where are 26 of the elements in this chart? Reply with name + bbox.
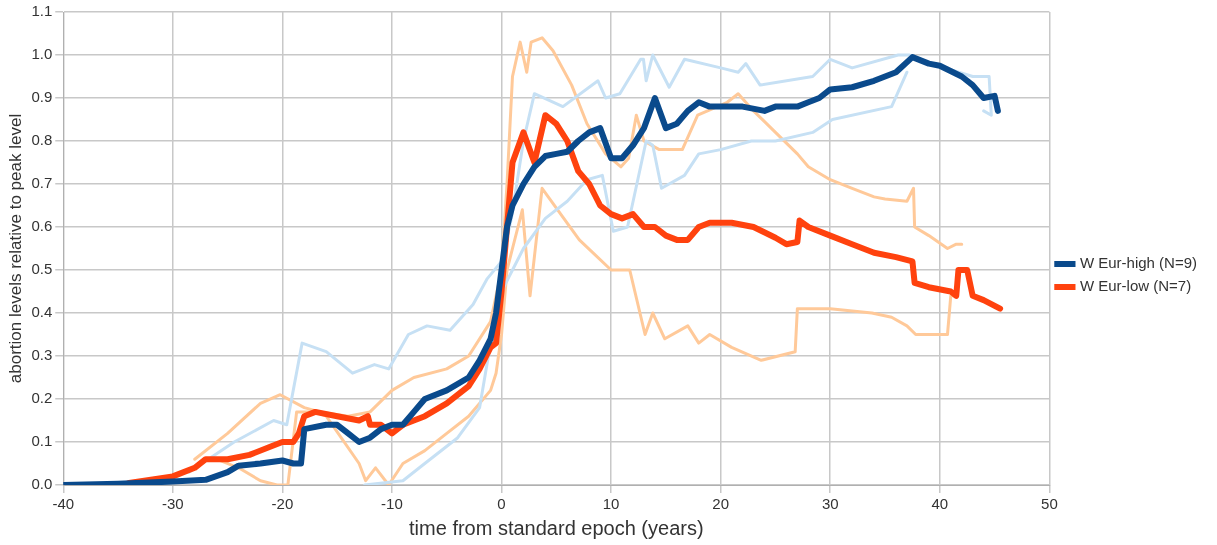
x-tick-label: 20: [712, 495, 730, 513]
y-tick-label: 0.4: [31, 303, 53, 321]
y-tick-label: 1.0: [31, 45, 53, 63]
y-tick-label: 0.8: [31, 131, 53, 149]
y-tick-label: 0.2: [31, 389, 53, 407]
y-tick-label: 1.1: [31, 2, 53, 20]
y-tick-label: 0.6: [31, 217, 53, 235]
x-tick-label: 30: [821, 495, 839, 513]
x-tick-label: 50: [1041, 495, 1058, 513]
x-tick-label: 0: [497, 495, 506, 513]
legend-label: W Eur-low (N=7): [1079, 277, 1192, 295]
x-tick-label: -30: [161, 495, 184, 513]
x-tick-label: -10: [381, 495, 403, 513]
y-tick-label: 0.9: [31, 88, 53, 106]
y-axis-title: abortion levels relative to peak level: [5, 113, 25, 384]
legend-label: W Eur-high (N=9): [1079, 254, 1198, 272]
x-axis-title: time from standard epoch (years): [409, 516, 704, 539]
x-tick-label: -20: [271, 495, 294, 513]
y-tick-label: 0.7: [31, 174, 53, 192]
x-tick-label: 40: [931, 495, 949, 513]
y-tick-label: 0.5: [31, 260, 53, 278]
y-tick-label: 0.0: [31, 475, 53, 493]
x-tick-label: -40: [52, 495, 75, 513]
y-tick-label: 0.3: [31, 346, 53, 364]
x-tick-label: 10: [602, 495, 620, 513]
y-tick-label: 0.1: [31, 432, 53, 450]
